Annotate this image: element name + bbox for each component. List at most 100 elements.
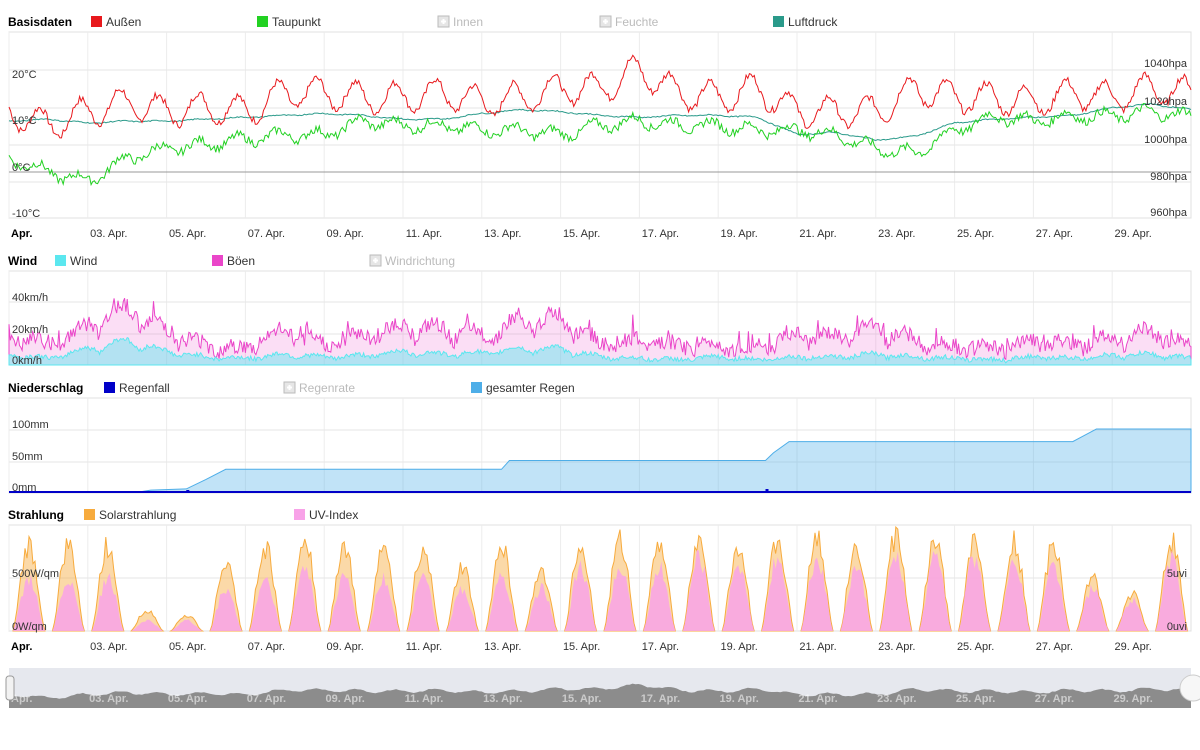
- x-tick-label: 21. Apr.: [798, 693, 837, 705]
- legend-swatch-uv-index: [294, 509, 305, 520]
- legend-item-innen[interactable]: Innen: [437, 15, 483, 29]
- navigator-x-axis: Apr. 03. Apr. 05. Apr. 07. Apr. 09. Apr. 11. …: [11, 693, 1153, 705]
- x-tick-label: 25. Apr.: [957, 641, 994, 653]
- x-tick-label: 29. Apr.: [1115, 641, 1152, 653]
- legend-label-uv-index: UV-Index: [309, 508, 358, 522]
- legend-item-feuchte[interactable]: Feuchte: [599, 15, 659, 29]
- legend-item-luftdruck[interactable]: Luftdruck: [773, 15, 838, 29]
- legend-item-uv-index[interactable]: UV-Index: [294, 508, 358, 522]
- x-tick-label: 29. Apr.: [1115, 228, 1152, 240]
- x-tick-label: 17. Apr.: [642, 641, 679, 653]
- disabled-icon: [373, 258, 378, 263]
- x-tick-label: 27. Apr.: [1035, 693, 1074, 705]
- y-right-tick-label: 1000hpa: [1144, 134, 1188, 146]
- x-tick-label: Apr.: [11, 693, 32, 705]
- navigator[interactable]: Apr. 03. Apr. 05. Apr. 07. Apr. 09. Apr. 11. …: [5, 668, 1200, 708]
- x-axis-basisdaten: Apr. 03. Apr. 05. Apr. 07. Apr. 09. Apr. 11. …: [11, 228, 1152, 240]
- x-tick-label: 17. Apr.: [641, 693, 680, 705]
- navigator-handle-left[interactable]: [5, 675, 15, 701]
- x-tick-label: 15. Apr.: [562, 693, 601, 705]
- uv-peak: [564, 560, 597, 631]
- y-tick-label: 500W/qm: [12, 568, 59, 580]
- grid-basisdaten: [8, 32, 1191, 218]
- legend-label-luftdruck: Luftdruck: [788, 15, 838, 29]
- uv-peak: [13, 574, 45, 631]
- x-tick-label: Apr.: [11, 641, 32, 653]
- x-tick-label: 05. Apr.: [169, 228, 206, 240]
- x-tick-label: Apr.: [11, 228, 32, 240]
- legend-swatch-luftdruck: [773, 16, 784, 27]
- y-axis-right-basisdaten: 1040hpa 1020hpa 1000hpa 980hpa 960hpa: [1144, 58, 1188, 219]
- x-tick-label: 09. Apr.: [327, 641, 364, 653]
- x-tick-label: 05. Apr.: [169, 641, 206, 653]
- legend-item-gesamter-regen[interactable]: gesamter Regen: [471, 381, 575, 395]
- legend-item-wind[interactable]: Wind: [55, 254, 97, 268]
- uv-peak: [210, 588, 242, 631]
- legend-item-regenfall[interactable]: Regenfall: [104, 381, 170, 395]
- legend-item-aussen[interactable]: Außen: [91, 15, 141, 29]
- y-tick-label: 20°C: [12, 69, 37, 81]
- legend-label-windrichtung: Windrichtung: [385, 254, 455, 268]
- legend-label-solarstrahlung: Solarstrahlung: [99, 508, 176, 522]
- uv-peak: [328, 572, 361, 631]
- uv-peak: [722, 565, 755, 631]
- uv-peak: [879, 551, 912, 631]
- disabled-icon: [287, 385, 292, 390]
- series-line-aussen: [8, 54, 1192, 139]
- legend-label-gesamter-regen: gesamter Regen: [486, 381, 575, 395]
- uv-peak: [604, 568, 636, 631]
- legend-item-windrichtung[interactable]: Windrichtung: [369, 254, 455, 268]
- x-tick-label: 27. Apr.: [1036, 228, 1073, 240]
- legend-label-aussen: Außen: [106, 15, 141, 29]
- grid-wind: [8, 271, 1191, 365]
- x-tick-label: 27. Apr.: [1036, 641, 1073, 653]
- uv-peak: [485, 572, 518, 631]
- uv-peak: [131, 619, 164, 631]
- uv-peak: [682, 549, 715, 631]
- y-tick-label: 50mm: [12, 451, 43, 463]
- y-axis-left-basisdaten: 20°C 10°C 0°C -10°C: [12, 69, 40, 220]
- legend-label-feuchte: Feuchte: [615, 15, 659, 29]
- legend-item-taupunkt[interactable]: Taupunkt: [257, 15, 321, 29]
- legend-label-taupunkt: Taupunkt: [272, 15, 321, 29]
- regenfall-bar: [765, 489, 769, 492]
- panel-niederschlag: Niederschlag Regenfall Regenrate gesamte…: [8, 381, 1192, 494]
- x-tick-label: 13. Apr.: [484, 228, 521, 240]
- x-tick-label: 05. Apr.: [168, 693, 207, 705]
- x-tick-label: 09. Apr.: [326, 693, 365, 705]
- panel-basisdaten: Basisdaten Außen Taupunkt Innen Feuchte …: [8, 15, 1192, 240]
- legend-item-solarstrahlung[interactable]: Solarstrahlung: [84, 508, 176, 522]
- panel-title-wind: Wind: [8, 254, 37, 268]
- legend-label-innen: Innen: [453, 15, 483, 29]
- y-tick-label: 0km/h: [12, 355, 42, 367]
- uv-peak: [52, 582, 85, 631]
- panel-title-strahlung: Strahlung: [8, 508, 64, 522]
- y-axis-left-strahlung: 500W/qm 0W/qm: [12, 568, 59, 633]
- drag-handle-icon[interactable]: [5, 675, 15, 701]
- x-tick-label: 07. Apr.: [248, 228, 285, 240]
- x-tick-label: 23. Apr.: [877, 693, 916, 705]
- legend-swatch-taupunkt: [257, 16, 268, 27]
- x-tick-label: 21. Apr.: [799, 228, 836, 240]
- x-tick-label: 23. Apr.: [878, 228, 915, 240]
- y-axis-left-niederschlag: 100mm 50mm 0mm: [12, 419, 49, 494]
- y-tick-label: 20km/h: [12, 324, 48, 336]
- uv-peak: [407, 572, 439, 631]
- y-right-tick-label: 5uvi: [1167, 568, 1187, 580]
- x-tick-label: 03. Apr.: [89, 693, 128, 705]
- navigator-handle-right[interactable]: [1179, 674, 1200, 702]
- legend-item-regenrate[interactable]: Regenrate: [283, 381, 355, 395]
- legend-item-boeen[interactable]: Böen: [212, 254, 255, 268]
- legend-label-regenfall: Regenfall: [119, 381, 170, 395]
- x-tick-label: 21. Apr.: [799, 641, 836, 653]
- x-tick-label: 11. Apr.: [405, 693, 444, 705]
- drag-handle-icon[interactable]: [1179, 674, 1200, 702]
- x-tick-label: 29. Apr.: [1114, 693, 1153, 705]
- legend-label-regenrate: Regenrate: [299, 381, 355, 395]
- x-axis-strahlung: Apr. 03. Apr. 05. Apr. 07. Apr. 09. Apr. 11. …: [11, 641, 1152, 653]
- uv-peak: [919, 551, 952, 631]
- uv-peak: [91, 573, 124, 631]
- x-tick-label: 11. Apr.: [406, 641, 443, 653]
- y-axis-right-strahlung: 5uvi 0uvi: [1167, 568, 1187, 633]
- x-tick-label: 23. Apr.: [878, 641, 915, 653]
